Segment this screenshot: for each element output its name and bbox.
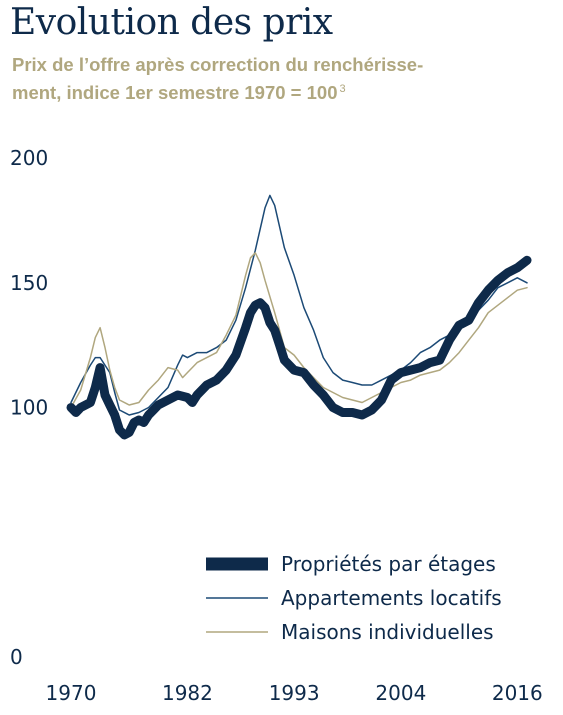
chart-subtitle: Prix de l’offre après correction du renc… xyxy=(12,52,552,105)
series-lines xyxy=(66,194,532,440)
legend-label-maisons-individuelles: Maisons individuelles xyxy=(281,620,494,644)
legend-label-proprietes-par-etages: Propriétés par étages xyxy=(281,552,496,576)
series-line-proprietes-par-etages xyxy=(66,255,532,440)
legend-label-appartements-locatifs: Appartements locatifs xyxy=(281,586,502,610)
x-tick-label-2016: 2016 xyxy=(492,681,543,705)
subtitle-footnote-marker: 3 xyxy=(339,83,346,95)
legend: Propriétés par étages Appartements locati… xyxy=(206,552,502,644)
chart-title: Evolution des prix xyxy=(10,2,333,43)
y-tick-label-100: 100 xyxy=(10,396,48,420)
subtitle-line-2: ment, indice 1er semestre 1970 = 100 xyxy=(12,82,338,103)
y-tick-label-200: 200 xyxy=(10,146,48,170)
x-tick-label-1993: 1993 xyxy=(269,681,320,705)
y-axis-ticks: 0 100 150 200 xyxy=(10,146,48,669)
subtitle-line-1: Prix de l’offre après correction du renc… xyxy=(12,54,424,75)
series-line-appartements-locatifs xyxy=(70,194,528,416)
series-line-maisons-individuelles xyxy=(70,252,528,409)
y-tick-label-0: 0 xyxy=(10,645,23,669)
x-axis-ticks: 1970 1982 1993 2004 2016 xyxy=(46,681,543,705)
y-tick-label-150: 150 xyxy=(10,271,48,295)
x-tick-label-2004: 2004 xyxy=(375,681,426,705)
x-tick-label-1982: 1982 xyxy=(162,681,213,705)
x-tick-label-1970: 1970 xyxy=(46,681,97,705)
